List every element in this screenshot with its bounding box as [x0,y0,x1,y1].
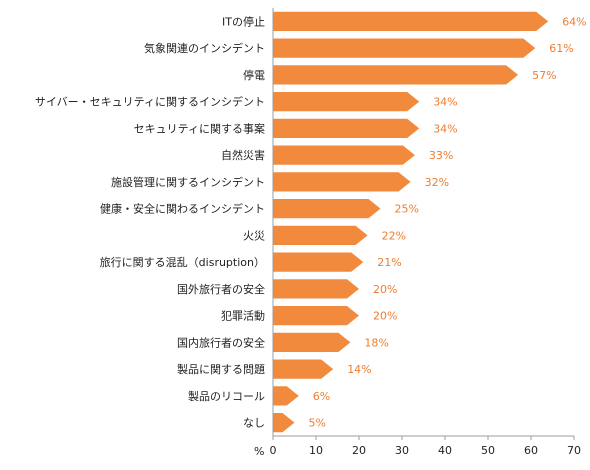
category-label: 停電 [243,68,265,82]
value-label: 61% [549,42,573,55]
bar [273,118,420,139]
bar [273,225,368,246]
bar [273,359,334,379]
category-label: 旅行に関する混乱（disruption） [100,255,265,269]
bar [273,412,295,433]
category-label: ITの停止 [222,14,265,28]
category-label: 自然災害 [221,148,265,162]
x-tick-label: 70 [567,444,581,457]
category-label: 施設管理に関するインシデント [111,175,265,189]
category-label: 製品に関する問題 [177,362,265,376]
value-label: 64% [562,15,586,28]
bars-group [273,11,549,433]
category-label: 製品のリコール [188,389,265,403]
value-label: 20% [373,310,397,323]
category-label: セキュリティに関する事案 [134,121,265,135]
x-tick-label: 50 [481,444,495,457]
x-tick-label: 20 [352,444,366,457]
value-label: 25% [395,203,419,216]
value-label: 32% [425,176,449,189]
value-label: 18% [364,336,388,349]
category-label: 国外旅行者の安全 [177,282,265,296]
bar [273,145,415,165]
category-label: サイバー・セキュリティに関するインシデント [35,95,265,109]
category-label: 健康・安全に関わるインシデント [100,202,265,216]
bar [273,332,351,353]
bar [273,386,299,406]
bar [273,91,420,112]
value-label: 6% [313,390,330,403]
value-label: 34% [433,96,457,109]
value-label: 34% [433,122,457,135]
value-label: 5% [309,417,326,430]
x-tick-label: 10 [309,444,323,457]
value-label: 21% [377,256,401,269]
bar [273,11,549,32]
value-label: 33% [429,149,453,162]
x-tick-label: 60 [524,444,538,457]
bar [273,198,381,219]
x-tick-label: 0 [270,444,277,457]
bar [273,65,519,85]
category-label: 気象関連のインシデント [144,41,265,55]
value-label: 57% [532,69,556,82]
value-label: 22% [382,229,406,242]
bar [273,279,359,299]
x-tick-label: 40 [438,444,452,457]
value-label: 14% [347,363,371,376]
category-label: 犯罪活動 [221,309,265,323]
category-label: 国内旅行者の安全 [177,335,265,349]
bar [273,38,536,58]
x-tick-label: 30 [395,444,409,457]
x-unit-label: % [254,445,264,458]
category-labels-group: ITの停止気象関連のインシデント停電サイバー・セキュリティに関するインシデントセ… [35,14,265,429]
bar [273,252,364,272]
bar [273,305,359,326]
value-labels-group: 64% 61% 57% 34% 34% 33% 32% 25% 22% 21% 20% 20% 18% 1… [309,15,587,429]
x-ticks-group: 0 10 20 30 40 50 60 70 [270,436,581,457]
bar [273,172,411,192]
category-label: なし [243,417,265,430]
value-label: 20% [373,283,397,296]
category-label: 火災 [243,229,265,242]
